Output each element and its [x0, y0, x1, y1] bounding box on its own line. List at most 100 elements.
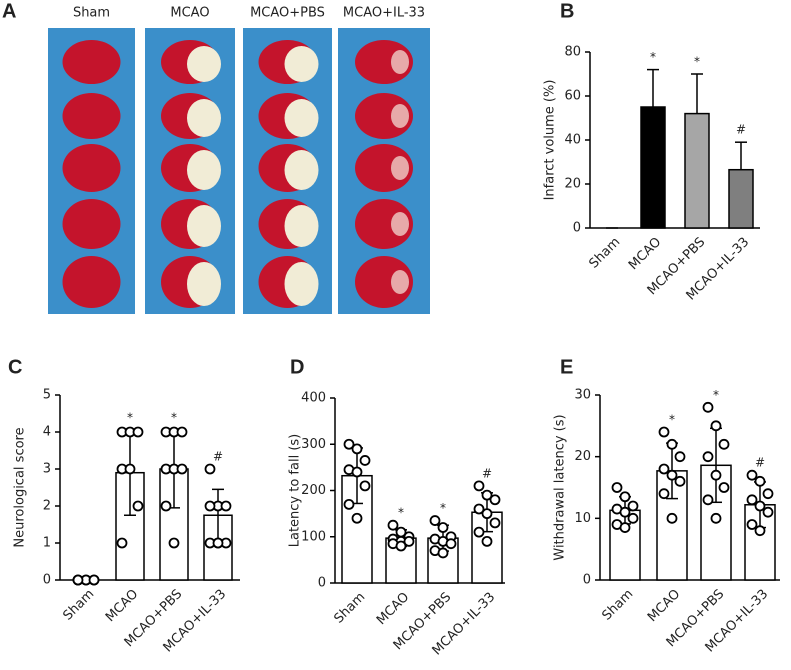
- data-point: [445, 538, 457, 550]
- brain-slice: [355, 144, 413, 192]
- data-point: [387, 519, 399, 531]
- annotation: *: [694, 55, 700, 69]
- data-point: [718, 482, 730, 493]
- y-tick-label: 4: [43, 425, 51, 440]
- data-point: [351, 466, 363, 478]
- y-axis-label: Latency to fall (s): [288, 434, 303, 548]
- data-point: [437, 547, 449, 559]
- data-point: [746, 494, 758, 506]
- data-point: [710, 469, 722, 481]
- y-tick-label: 0: [583, 573, 591, 588]
- annotation: *: [171, 411, 177, 425]
- panel-letter: E: [560, 356, 573, 378]
- data-point: [666, 438, 678, 450]
- brain-slice: [62, 144, 121, 192]
- data-point: [619, 522, 631, 533]
- data-point: [132, 426, 144, 438]
- panel-letter: D: [290, 356, 304, 378]
- y-tick-label: 3: [43, 462, 51, 477]
- y-tick-label: 400: [301, 391, 326, 406]
- annotation: #: [755, 456, 765, 470]
- bar: [684, 112, 710, 229]
- infarct: [187, 46, 221, 82]
- column-label: MCAO+PBS: [250, 6, 325, 21]
- data-point: [619, 491, 631, 503]
- photo-panel: Sham MCAO MCAO+PBS MCAO+IL-33: [48, 6, 430, 314]
- column-label: MCAO: [170, 6, 209, 21]
- y-axis-label: Withdrawal latency (s): [553, 414, 568, 560]
- infarct: [284, 150, 319, 190]
- y-tick-label: 1: [43, 536, 51, 551]
- data-point: [437, 522, 449, 533]
- data-point: [473, 526, 485, 538]
- infarct: [391, 156, 409, 180]
- data-point: [627, 512, 639, 524]
- data-point: [359, 480, 371, 492]
- brain-slice: [355, 199, 413, 249]
- data-point: [351, 512, 363, 524]
- brain-slice: [355, 256, 413, 308]
- data-point: [343, 498, 355, 510]
- infarct: [284, 262, 319, 306]
- data-point: [619, 506, 631, 518]
- data-point: [351, 443, 363, 455]
- data-point: [658, 488, 670, 500]
- data-point: [674, 475, 686, 487]
- y-tick-label: 10: [574, 511, 591, 526]
- infarct: [187, 99, 221, 137]
- annotation: *: [440, 501, 446, 515]
- data-point: [395, 540, 407, 552]
- y-tick-label: 200: [301, 483, 326, 498]
- panel-letter: C: [8, 356, 22, 378]
- data-point: [116, 537, 128, 549]
- panel-letter: B: [560, 0, 574, 22]
- data-point: [88, 574, 100, 586]
- data-point: [176, 463, 188, 475]
- data-point: [489, 494, 501, 506]
- data-point: [429, 515, 441, 526]
- x-tick-label: Sham: [599, 587, 636, 624]
- y-tick-label: 0: [43, 573, 51, 588]
- y-tick-label: 5: [43, 388, 51, 403]
- annotation: *: [127, 411, 133, 425]
- data-point: [72, 574, 84, 586]
- data-point: [343, 438, 355, 450]
- data-point: [702, 401, 714, 413]
- y-tick-label: 40: [564, 133, 581, 148]
- y-axis-label: Infarct volume (%): [543, 80, 558, 201]
- data-point: [627, 500, 639, 512]
- column-label: Sham: [73, 6, 110, 21]
- annotation: *: [669, 413, 675, 427]
- data-point: [674, 451, 686, 463]
- data-point: [666, 469, 678, 481]
- data-point: [762, 488, 774, 500]
- infarct: [391, 50, 409, 74]
- data-point: [702, 451, 714, 463]
- y-tick-label: 100: [301, 529, 326, 544]
- data-point: [481, 535, 493, 547]
- data-point: [710, 512, 722, 524]
- data-point: [204, 500, 216, 512]
- x-tick-label: Sham: [60, 587, 97, 624]
- x-tick-label: Sham: [331, 590, 368, 627]
- data-point: [481, 489, 493, 501]
- data-point: [762, 506, 774, 518]
- bar: [728, 168, 754, 229]
- infarct: [391, 270, 409, 294]
- y-tick-label: 80: [564, 45, 581, 60]
- data-point: [754, 475, 766, 487]
- infarct: [284, 99, 319, 137]
- x-tick-label: MCAO: [626, 235, 664, 273]
- x-tick-label: MCAO: [645, 587, 683, 625]
- data-point: [718, 438, 730, 450]
- infarct: [284, 205, 319, 247]
- annotation: #: [213, 450, 223, 464]
- infarct: [391, 104, 409, 128]
- data-point: [403, 535, 415, 547]
- data-point: [168, 537, 180, 549]
- brain-slice: [62, 93, 121, 139]
- y-tick-label: 0: [318, 576, 326, 591]
- y-tick-label: 300: [301, 437, 326, 452]
- column-label: MCAO+IL-33: [343, 6, 425, 21]
- data-point: [746, 519, 758, 530]
